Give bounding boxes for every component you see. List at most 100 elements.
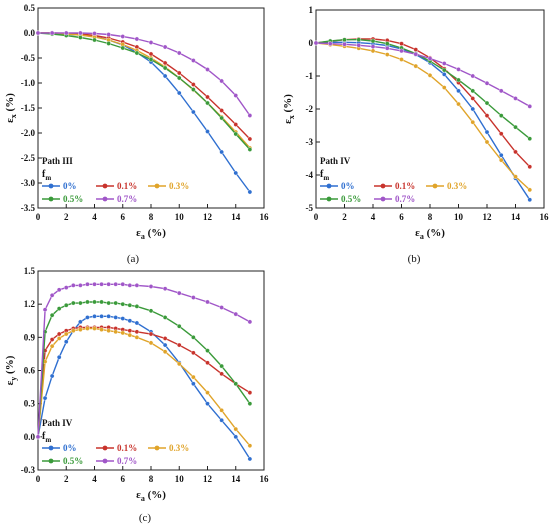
data-point xyxy=(35,30,41,36)
y-tick-label: -2.0 xyxy=(21,128,36,138)
data-point xyxy=(49,343,55,349)
data-point xyxy=(99,314,104,319)
data-point xyxy=(456,67,461,72)
legend-entry-0.5%: 0.5% xyxy=(320,194,361,204)
legend-swatch-marker xyxy=(432,183,438,189)
data-point xyxy=(484,113,490,118)
legend-swatch-marker xyxy=(48,445,54,451)
data-point xyxy=(148,340,154,346)
y-axis-label: εy (%) xyxy=(4,355,18,385)
data-point xyxy=(49,30,55,36)
x-tick-label: 8 xyxy=(149,474,154,484)
data-point xyxy=(456,77,461,83)
data-point xyxy=(441,61,447,66)
legend-entry-0%: 0% xyxy=(42,181,77,191)
legend-entry-0.5%: 0.5% xyxy=(42,456,83,466)
data-point xyxy=(441,72,447,77)
data-point xyxy=(176,323,182,329)
data-point xyxy=(470,73,476,79)
legend-label: 0.5% xyxy=(341,194,361,204)
data-point xyxy=(85,299,90,305)
data-point xyxy=(127,332,133,338)
data-point xyxy=(162,60,168,66)
panel-label: (b) xyxy=(408,253,421,265)
data-point xyxy=(106,314,111,319)
data-point xyxy=(78,283,83,288)
series-0.1% xyxy=(35,30,253,142)
data-point xyxy=(56,331,62,337)
data-point xyxy=(370,38,376,44)
data-point xyxy=(134,283,140,288)
x-tick-label: 8 xyxy=(149,212,154,222)
data-point xyxy=(470,106,476,112)
data-point xyxy=(85,315,90,320)
data-point xyxy=(120,281,126,287)
data-point xyxy=(78,327,83,332)
y-tick-label: -3.5 xyxy=(21,203,36,213)
y-tick-label: 0.5 xyxy=(24,3,36,13)
y-tick-label: 0.9 xyxy=(24,332,36,342)
data-point xyxy=(85,281,90,287)
data-point xyxy=(247,147,253,152)
data-point xyxy=(176,90,182,96)
chart-panel-a: 0 2 4 6 8 10 12 14 16 0.5 0.0 -0.5 -1.0 -1.5 -2.0 -2.5 -… xyxy=(4,3,269,265)
data-point xyxy=(134,50,140,56)
legend-label: 0.7% xyxy=(117,194,137,204)
data-point xyxy=(71,300,76,306)
chart-panel-c: 0 2 4 6 8 10 12 14 16 1.5 1.2 0.9 0.6 0.3 0.0 -0.3 εa (%… xyxy=(4,266,269,524)
data-point xyxy=(470,119,476,125)
data-point xyxy=(498,88,504,94)
data-point xyxy=(120,45,126,51)
data-point xyxy=(233,434,239,440)
x-tick-label: 12 xyxy=(203,212,213,222)
panel-label: (a) xyxy=(127,253,140,265)
legend-label: 0.1% xyxy=(117,443,137,453)
data-point xyxy=(219,371,224,377)
data-point xyxy=(49,373,55,379)
data-point xyxy=(92,299,97,305)
data-point xyxy=(342,42,347,47)
data-point xyxy=(63,30,69,36)
legend-entry-0.1%: 0.1% xyxy=(374,181,415,191)
x-tick-label: 8 xyxy=(428,212,433,222)
data-point xyxy=(399,48,404,54)
data-point xyxy=(247,136,253,142)
y-tick-label: 0 xyxy=(309,38,314,48)
data-point xyxy=(498,157,504,163)
data-point xyxy=(42,395,48,401)
legend-swatch-marker xyxy=(48,183,54,189)
data-point xyxy=(49,312,55,318)
data-point xyxy=(219,108,224,113)
legend-swatch-marker xyxy=(102,183,108,189)
x-tick-label: 4 xyxy=(92,474,97,484)
legend-swatch-marker xyxy=(380,196,386,202)
data-point xyxy=(413,63,419,69)
data-point xyxy=(205,348,210,353)
data-point xyxy=(113,281,118,287)
data-point xyxy=(148,40,154,45)
data-point xyxy=(219,363,224,369)
plot-frame xyxy=(37,270,265,471)
data-point xyxy=(134,335,140,340)
data-point xyxy=(191,350,196,356)
legend-swatch-marker xyxy=(102,196,108,202)
data-point xyxy=(78,319,83,325)
fm-annotation: fm xyxy=(42,431,51,444)
data-point xyxy=(191,109,196,115)
legend-entry-0.7%: 0.7% xyxy=(96,194,137,204)
data-point xyxy=(134,329,140,335)
data-point xyxy=(148,308,154,314)
data-point xyxy=(356,43,362,48)
data-point xyxy=(176,50,182,56)
y-tick-label: -2 xyxy=(306,104,314,114)
data-point xyxy=(470,88,476,94)
data-point xyxy=(56,336,62,341)
data-point xyxy=(120,330,126,336)
data-point xyxy=(219,407,224,413)
data-point xyxy=(148,51,154,57)
legend-label: 0.3% xyxy=(169,443,189,453)
series-0.7% xyxy=(35,30,253,118)
legend-entry-0.3%: 0.3% xyxy=(148,443,189,453)
